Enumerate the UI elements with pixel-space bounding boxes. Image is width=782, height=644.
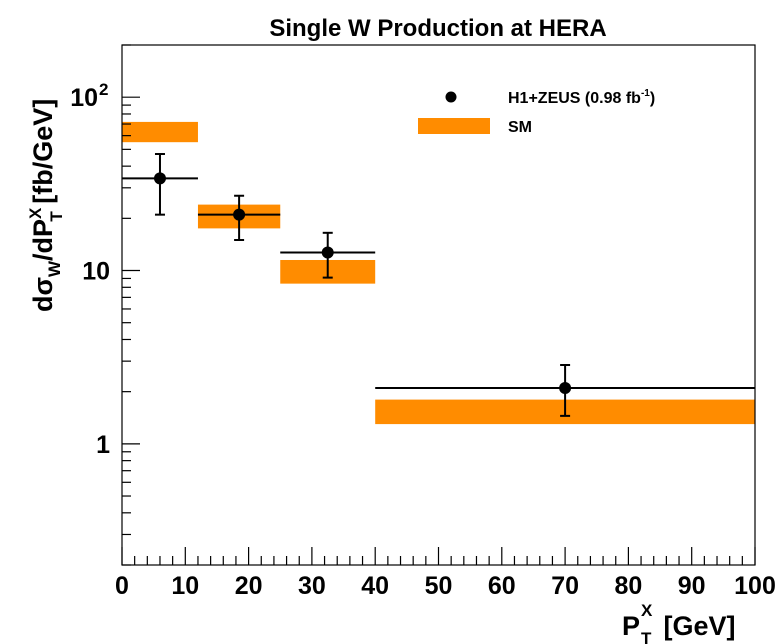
data-point-group-3: [375, 364, 755, 417]
y-title-d: d: [28, 296, 58, 313]
x-tick-label-0: 0: [115, 572, 129, 600]
data-point-1: [233, 208, 246, 221]
x-axis-title-sub: T: [641, 629, 652, 644]
points-layer: [122, 153, 755, 417]
x-axis-ticks: 0 10 20 30 40 50 60 70 80 90 100: [115, 547, 776, 600]
y-tick-label-0: 1: [96, 431, 110, 459]
legend-data-marker: [445, 91, 457, 103]
x-tick-label-2: 20: [235, 572, 263, 600]
x-axis-title-unit: [GeV]: [656, 611, 736, 641]
y-tick-label-1: 10: [82, 258, 110, 286]
data-point-2: [321, 246, 334, 259]
y-title-sigma: σ: [28, 277, 58, 295]
x-tick-label-10: 100: [734, 572, 776, 600]
x-tick-label-9: 90: [678, 572, 706, 600]
legend-sm-label: SM: [508, 119, 532, 136]
x-axis-title-main: P: [622, 611, 640, 641]
y-title-sub: T: [47, 211, 66, 222]
legend-entry-sm: SM: [418, 118, 532, 136]
y-title-sigma-sub: W: [45, 260, 64, 277]
x-axis-title-sup: X: [641, 601, 653, 620]
data-point-group-1: [197, 194, 281, 241]
x-tick-label-1: 10: [171, 572, 199, 600]
data-point-group-0: [122, 153, 198, 216]
legend-data-label-sup: -1: [641, 88, 650, 99]
x-tick-label-7: 70: [551, 572, 579, 600]
x-tick-label-4: 40: [361, 572, 389, 600]
sm-band-0: [122, 121, 198, 143]
legend: H1+ZEUS (0.98 fb-1) SM: [418, 88, 655, 136]
y-tick-label-2: 10: [70, 84, 98, 112]
legend-sm-swatch: [418, 118, 490, 134]
y-title-dp: /dP: [28, 219, 58, 261]
legend-data-label-end: ): [650, 90, 655, 107]
x-tick-label-8: 80: [614, 572, 642, 600]
legend-data-label-main: H1+ZEUS (0.98 fb: [508, 90, 641, 107]
chart-title: Single W Production at HERA: [269, 15, 606, 42]
x-axis-title: P X T [GeV]: [622, 601, 736, 644]
data-point-0: [153, 172, 166, 185]
bands-layer: [122, 121, 755, 425]
data-point-group-2: [280, 231, 376, 279]
x-tick-label-3: 30: [298, 572, 326, 600]
y-tick-label-exponent: 2: [99, 80, 108, 99]
x-tick-label-6: 60: [488, 572, 516, 600]
data-point-3: [559, 381, 572, 394]
y-title-unit: [fb/GeV]: [28, 99, 58, 212]
y-axis-title: dσW/dPX T [fb/GeV]: [26, 99, 66, 312]
legend-entry-data: H1+ZEUS (0.98 fb-1): [445, 88, 655, 107]
legend-data-label: H1+ZEUS (0.98 fb-1): [508, 88, 655, 107]
y-title-sup: X: [26, 207, 45, 219]
x-tick-label-5: 50: [425, 572, 453, 600]
